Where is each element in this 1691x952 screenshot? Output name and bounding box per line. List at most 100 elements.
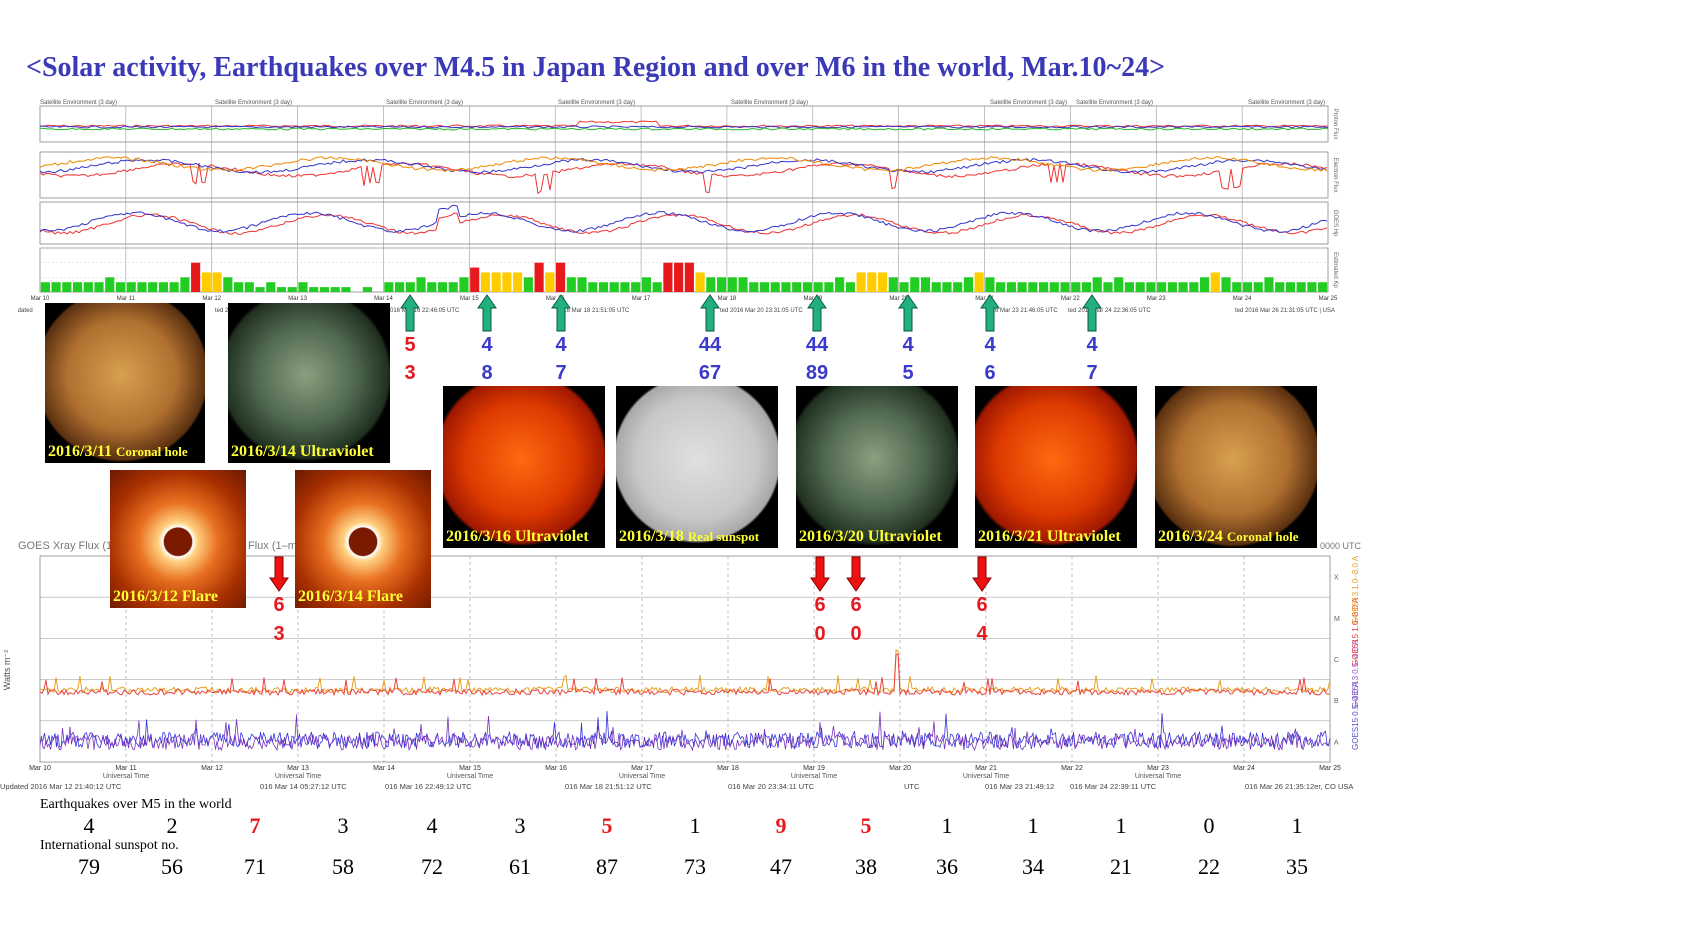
date-tick: Mar 11 xyxy=(117,296,136,302)
kp-bar xyxy=(609,282,619,292)
kp-bar xyxy=(459,277,469,292)
earthquake-count: 9 xyxy=(775,813,787,838)
date-tick: Mar 12 xyxy=(202,296,221,302)
sunspot-number: 71 xyxy=(244,854,266,879)
sun-date: 2016/3/14 xyxy=(298,588,363,605)
sun-image: 2016/3/11 Coronal hole xyxy=(45,303,205,463)
date-tick: Mar 23 xyxy=(1147,296,1166,302)
red-arrow-icon xyxy=(846,556,866,592)
kp-bar xyxy=(1103,282,1113,292)
earthquake-count: 0 xyxy=(1203,813,1215,838)
kp-bar xyxy=(1318,282,1328,292)
world-quake-top: 6 xyxy=(814,594,826,616)
sun-image: 2016/3/20 Ultraviolet xyxy=(796,386,958,548)
kp-bar xyxy=(674,262,684,292)
long-channel-line xyxy=(39,649,1331,695)
kp-bar xyxy=(40,282,50,292)
sun-caption: 2016/3/18 Real sunspot xyxy=(619,528,759,546)
axis-title: Universal Time xyxy=(619,773,665,780)
satellite-environment-chart: Satellite Environment (3 day) Satellite E… xyxy=(18,100,1338,314)
kp-bar xyxy=(856,272,866,292)
kp-bar xyxy=(137,282,147,292)
green-arrow-icon xyxy=(400,294,420,332)
sun-label: Real sunspot xyxy=(687,529,760,544)
date-tick: Mar 20 xyxy=(889,765,911,772)
updated-timestamp: 016 Mar 18 21:51:12 UTC xyxy=(565,782,652,791)
date-tick: Mar 18 xyxy=(717,765,739,772)
sunspot-number: 47 xyxy=(770,854,792,879)
updated-timestamp: ted 2016 Mar 24 22:36:05 UTC xyxy=(1068,308,1151,314)
sun-caption: 2016/3/21 Ultraviolet xyxy=(978,528,1121,546)
date-tick: Mar 25 xyxy=(1319,765,1341,772)
world-quake-bottom: 3 xyxy=(273,623,285,645)
updated-timestamp: Updated 2016 Mar 12 21:40:12 UTC xyxy=(0,782,122,791)
kp-bar xyxy=(1200,277,1210,292)
earthquake-count: 5 xyxy=(860,813,872,838)
world-quake-bottom: 4 xyxy=(976,623,988,645)
kp-bar xyxy=(491,272,501,292)
sun-caption: 2016/3/11 Coronal hole xyxy=(48,443,188,461)
electron-flux-line xyxy=(39,156,1328,173)
row-frame xyxy=(39,151,1329,199)
earthquake-count: 1 xyxy=(1027,813,1039,838)
kp-bar xyxy=(1146,282,1156,292)
goes-xray-flux-chart: GOES Xray Flux (1 Flux (1–m 0000 UTC X M C B A W… xyxy=(0,540,1362,791)
kp-bar xyxy=(1275,282,1285,292)
sunspot-row-label: International sunspot no. xyxy=(40,838,179,853)
kp-bar xyxy=(545,272,555,292)
kp-bar xyxy=(298,282,308,292)
date-tick: Mar 19 xyxy=(803,765,825,772)
kp-bar xyxy=(845,282,855,292)
date-tick: Mar 22 xyxy=(1061,296,1080,302)
arrow-shape xyxy=(807,294,827,332)
kp-bar xyxy=(641,277,651,292)
sunspot-number: 34 xyxy=(1022,854,1044,879)
world-quake-bottom: 0 xyxy=(814,623,826,645)
sunspot-number: 58 xyxy=(332,854,354,879)
earthquake-count: 3 xyxy=(514,813,526,838)
proton-flux-line xyxy=(39,125,1329,129)
kp-bar xyxy=(276,287,287,292)
kp-bar xyxy=(695,272,705,292)
japan-quake-bottom: 89 xyxy=(805,362,829,384)
kp-bar xyxy=(996,282,1006,292)
kp-bar xyxy=(974,272,984,292)
date-tick: Mar 14 xyxy=(374,296,393,302)
panel-header: Satellite Environment (3 day) xyxy=(1248,100,1325,106)
updated-timestamp: 016 Mar 26 21:35:12er, CO USA xyxy=(1245,782,1353,791)
kp-bar xyxy=(266,282,276,292)
kp-bar xyxy=(126,282,136,292)
sun-label: Ultraviolet xyxy=(514,528,589,545)
japan-quake-top: 44 xyxy=(805,334,829,356)
sun-date: 2016/3/16 xyxy=(446,528,511,545)
arrow-shape xyxy=(980,294,1000,332)
kp-bar xyxy=(1135,282,1145,292)
kp-bar xyxy=(620,282,630,292)
date-tick: Mar 20 xyxy=(889,296,908,302)
updated-timestamp: UTC xyxy=(904,782,920,791)
updated-timestamp: 016 Mar 20 23:34:11 UTC xyxy=(728,782,815,791)
sunspot-number: 72 xyxy=(421,854,443,879)
green-arrow-icon xyxy=(807,294,827,332)
panel-header: Satellite Environment (3 day) xyxy=(558,100,635,106)
kp-bar xyxy=(963,277,973,292)
updated-timestamp: 016 Mar 18 21:51:05 UTC xyxy=(560,308,630,314)
xray-frame xyxy=(39,555,1331,763)
kp-bar xyxy=(362,287,372,292)
axis-title: Universal Time xyxy=(963,773,1009,780)
kp-bar xyxy=(395,282,405,292)
kp-bar xyxy=(255,287,265,292)
goes-hp-line xyxy=(39,204,1328,233)
kp-bar xyxy=(234,282,244,292)
kp-bar xyxy=(1167,282,1177,292)
kp-bar xyxy=(802,282,812,292)
date-tick: Mar 24 xyxy=(1233,296,1252,302)
kp-bar xyxy=(534,262,544,292)
sun-date: 2016/3/24 xyxy=(1158,528,1223,545)
kp-bar xyxy=(309,287,319,292)
japan-quake-bottom: 6 xyxy=(984,362,996,384)
kp-bar xyxy=(244,282,254,292)
date-tick: Mar 16 xyxy=(546,296,565,302)
arrow-shape xyxy=(551,294,571,332)
sun-image: 2016/3/12 Flare xyxy=(110,470,246,608)
